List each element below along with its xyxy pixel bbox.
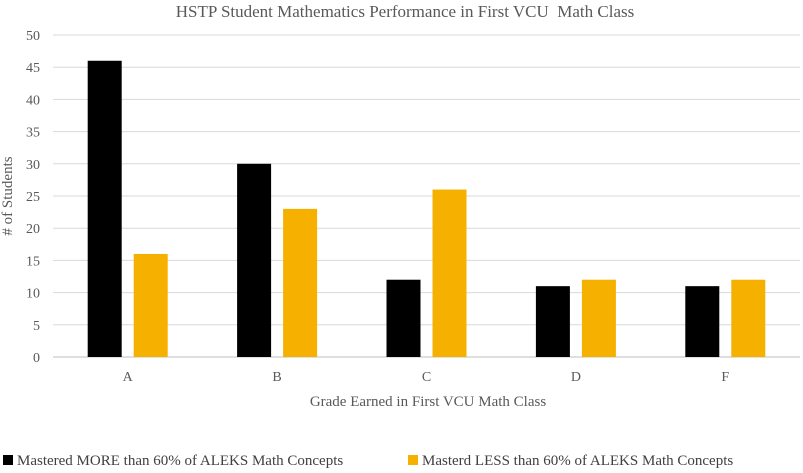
legend-swatch-series-1 <box>3 455 13 465</box>
bar-series-2-D <box>581 279 616 357</box>
legend-swatch-series-2 <box>408 455 418 465</box>
y-axis-ticks: 0 5 10 15 20 25 30 35 40 45 50 <box>26 29 40 366</box>
y-tick-label: 15 <box>26 254 40 269</box>
y-tick-label: 5 <box>33 319 40 334</box>
y-tick-label: 0 <box>33 351 40 366</box>
y-tick-label: 10 <box>26 287 40 302</box>
legend: Mastered MORE than 60% of ALEKS Math Con… <box>3 453 733 469</box>
x-tick-label: C <box>422 370 431 385</box>
chart-title: HSTP Student Mathematics Performance in … <box>176 2 635 21</box>
bar-series-1-D <box>535 286 570 357</box>
legend-label-series-2: Masterd LESS than 60% of ALEKS Math Conc… <box>422 453 733 469</box>
x-tick-label: F <box>721 370 729 385</box>
bar-series-1-A <box>87 60 122 357</box>
bar-series-1-F <box>685 286 720 357</box>
y-axis-title: # of Students <box>0 156 16 235</box>
x-tick-label: A <box>123 370 134 385</box>
x-axis-title: Grade Earned in First VCU Math Class <box>310 394 547 410</box>
bar-series-2-B <box>283 208 318 357</box>
x-tick-label: D <box>571 370 581 385</box>
y-tick-label: 40 <box>26 93 40 108</box>
gridlines <box>53 34 800 358</box>
legend-label-series-1: Mastered MORE than 60% of ALEKS Math Con… <box>17 453 343 469</box>
bar-series-1-B <box>237 163 272 357</box>
y-tick-label: 30 <box>26 158 40 173</box>
bar-series-2-A <box>133 253 168 357</box>
y-tick-label: 25 <box>26 190 40 205</box>
y-tick-label: 20 <box>26 222 40 237</box>
bars <box>87 60 766 357</box>
y-tick-label: 50 <box>26 29 40 44</box>
y-tick-label: 45 <box>26 61 40 76</box>
bar-series-2-C <box>432 189 467 357</box>
x-tick-label: B <box>272 370 281 385</box>
y-tick-label: 35 <box>26 126 40 141</box>
bar-series-2-F <box>731 279 766 357</box>
bar-series-1-C <box>386 279 421 357</box>
